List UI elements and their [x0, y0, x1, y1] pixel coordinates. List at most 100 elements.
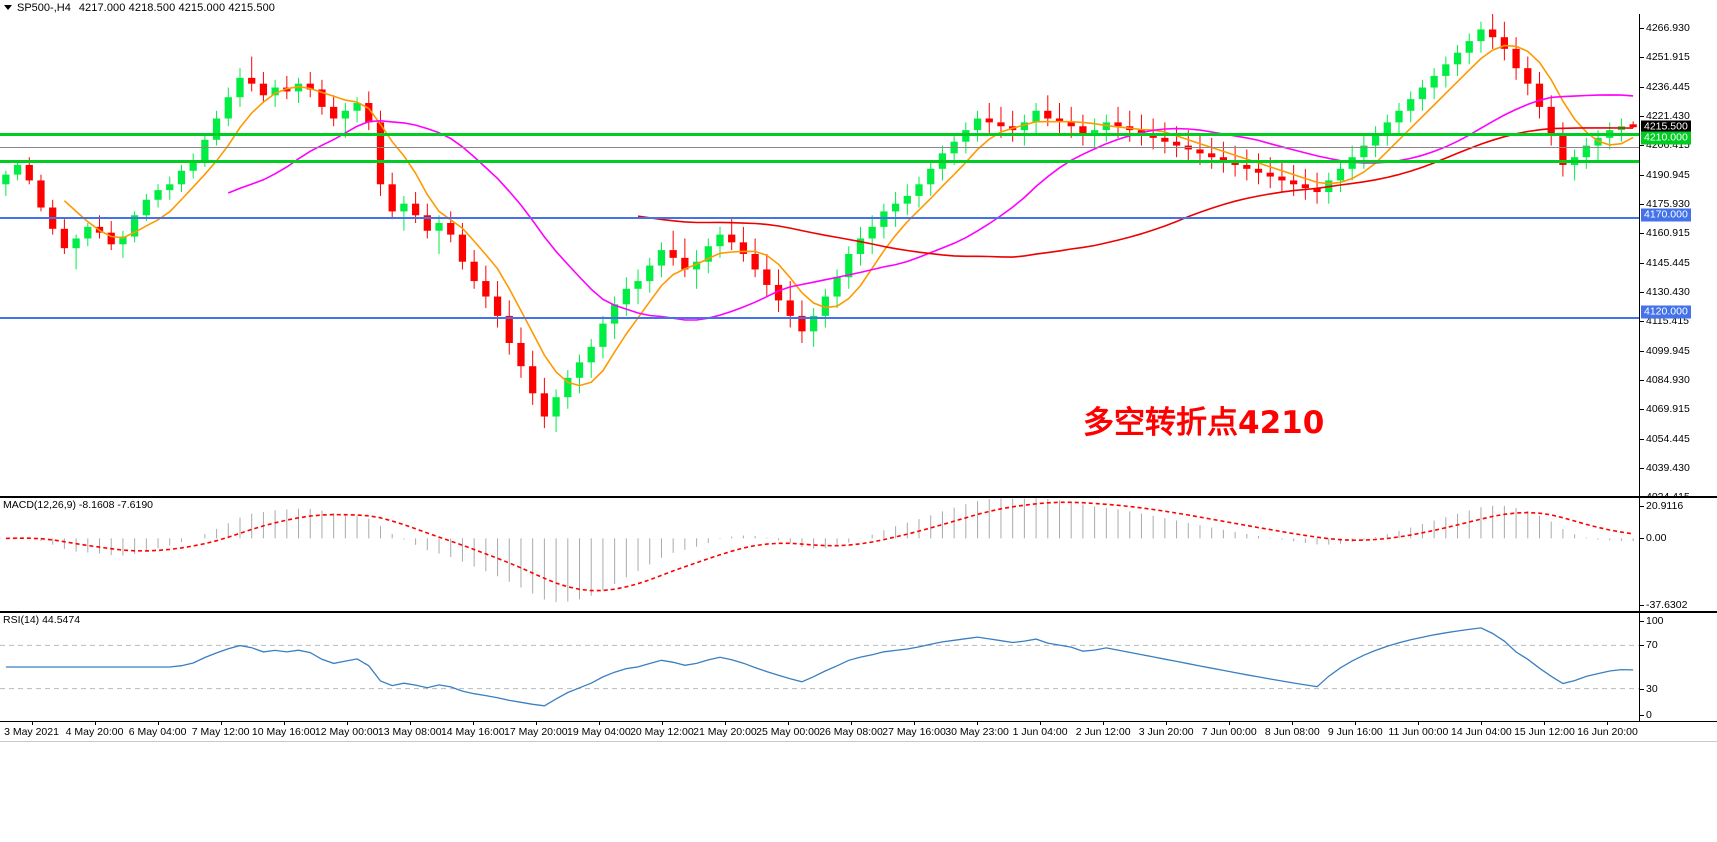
time-tick-mark	[724, 722, 726, 725]
time-tick-mark	[409, 722, 411, 725]
price-tick-4145-445: 4145.445	[1640, 257, 1690, 269]
time-tick-mark	[346, 722, 348, 725]
price-chart-panel[interactable]: 4266.930 4251.915 4236.445 4221.430 4206.415…	[0, 14, 1717, 497]
last-price-tag[interactable]: 4215.500	[1641, 120, 1691, 134]
time-label-8: 17 May 20:00	[503, 726, 568, 738]
time-tick-mark	[535, 722, 537, 725]
time-tick-mark	[598, 722, 600, 725]
price-tick-4251-915: 4251.915	[1640, 51, 1690, 63]
rsi-tick-0: 0	[1640, 709, 1652, 721]
rsi-plot-area[interactable]	[0, 613, 1639, 721]
time-tick-mark	[283, 722, 285, 725]
time-label-21: 9 Jun 16:00	[1327, 726, 1383, 738]
green-level-tag[interactable]: 4210.000	[1641, 131, 1691, 145]
time-label-9: 19 May 04:00	[567, 726, 631, 738]
macd-tick-20.9116: 20.9116	[1640, 500, 1683, 512]
time-label-10: 20 May 12:00	[630, 726, 694, 738]
time-tick-mark	[1544, 722, 1546, 725]
resistance-line-green-top	[0, 133, 1639, 136]
time-tick-mark	[31, 722, 33, 725]
time-label-12: 25 May 00:00	[756, 726, 820, 738]
time-label-20: 8 Jun 08:00	[1264, 726, 1320, 738]
rsi-series-svg	[0, 627, 1639, 707]
blue-level-tag-4170[interactable]: 4170.000	[1641, 208, 1691, 222]
time-tick-mark	[1292, 722, 1294, 725]
time-label-18: 3 Jun 20:00	[1138, 726, 1194, 738]
macd-scale-axis: 20.9116 0.00 -37.6302	[1639, 498, 1717, 611]
time-label-16: 1 Jun 04:00	[1012, 726, 1068, 738]
time-label-1: 4 May 20:00	[65, 726, 124, 738]
macd-indicator-panel[interactable]: MACD(12,26,9) -8.1608 -7.6190 20.9116 0.0…	[0, 497, 1717, 612]
price-tick-4221-430: 4221.430	[1640, 110, 1690, 122]
price-tick-4099-945: 4099.945	[1640, 345, 1690, 357]
price-tick-4190-945: 4190.945	[1640, 169, 1690, 181]
rsi-indicator-panel[interactable]: RSI(14) 44.5474 100 70 30 0	[0, 612, 1717, 722]
rsi-title-label: RSI(14) 44.5474	[3, 614, 81, 626]
time-label-14: 27 May 16:00	[882, 726, 946, 738]
price-tick-4024-415: 4024.415	[1640, 491, 1690, 496]
time-label-17: 2 Jun 12:00	[1075, 726, 1131, 738]
rsi-tick-100: 100	[1640, 615, 1664, 627]
time-tick-mark	[1418, 722, 1420, 725]
time-axis[interactable]: 3 May 2021 4 May 20:00 6 May 04:00 7 May 12…	[0, 722, 1717, 842]
macd-tick--37.6302: -37.6302	[1640, 599, 1687, 611]
time-label-15: 30 May 23:00	[945, 726, 1009, 738]
time-label-11: 21 May 20:00	[693, 726, 757, 738]
chart-header: SP500-,H4 4217.000 4218.500 4215.000 421…	[0, 0, 1717, 15]
ohlc-values-label: 4217.000 4218.500 4215.000 4215.500	[78, 1, 276, 14]
price-scale-axis[interactable]: 4266.930 4251.915 4236.445 4221.430 4206.415…	[1639, 14, 1717, 496]
chart-annotation-text: 多空转折点4210	[1083, 405, 1325, 441]
price-series-svg	[2, 14, 1637, 433]
time-tick-mark	[1103, 722, 1105, 725]
time-label-5: 12 May 00:00	[314, 726, 379, 738]
time-label-23: 14 Jun 04:00	[1451, 726, 1512, 738]
rsi-tick-30: 30	[1640, 683, 1658, 695]
time-tick-mark	[472, 722, 474, 725]
price-tick-4084-930: 4084.930	[1640, 374, 1690, 386]
time-tick-mark	[661, 722, 663, 725]
macd-title-label: MACD(12,26,9) -8.1608 -7.6190	[3, 499, 153, 511]
resistance-line-green-4210	[0, 160, 1639, 163]
time-tick-mark	[977, 722, 979, 725]
time-label-7: 14 May 16:00	[440, 726, 505, 738]
time-tick-mark	[851, 722, 853, 725]
time-tick-mark	[1355, 722, 1357, 725]
price-tick-4236-445: 4236.445	[1640, 81, 1690, 93]
time-tick-mark	[1166, 722, 1168, 725]
time-tick-mark	[787, 722, 789, 725]
time-tick-mark	[220, 722, 222, 725]
macd-tick-0: 0.00	[1640, 532, 1666, 544]
time-label-13: 26 May 08:00	[819, 726, 883, 738]
price-plot-area[interactable]	[0, 14, 1639, 496]
time-label-3: 7 May 12:00	[191, 726, 250, 738]
time-label-24: 15 Jun 12:00	[1514, 726, 1575, 738]
time-tick-mark	[1607, 722, 1609, 725]
time-tick-mark	[914, 722, 916, 725]
last-price-line	[0, 147, 1639, 148]
time-label-0: 3 May 2021	[4, 726, 59, 738]
price-tick-4130-430: 4130.430	[1640, 286, 1690, 298]
price-tick-4160-915: 4160.915	[1640, 227, 1690, 239]
time-label-2: 6 May 04:00	[128, 726, 187, 738]
time-label-25: 16 Jun 20:00	[1577, 726, 1638, 738]
axis-divider	[0, 741, 1717, 742]
time-tick-mark	[157, 722, 159, 725]
rsi-tick-70: 70	[1640, 639, 1658, 651]
time-label-19: 7 Jun 00:00	[1201, 726, 1257, 738]
price-tick-4069-915: 4069.915	[1640, 403, 1690, 415]
symbol-period-label: SP500-,H4	[17, 1, 71, 14]
time-label-4: 10 May 16:00	[251, 726, 316, 738]
time-tick-mark	[94, 722, 96, 725]
price-tick-4266-930: 4266.930	[1640, 22, 1690, 34]
blue-level-tag-4120[interactable]: 4120.000	[1641, 305, 1691, 319]
price-tick-4054-445: 4054.445	[1640, 433, 1690, 445]
rsi-scale-axis: 100 70 30 0	[1639, 613, 1717, 721]
time-label-6: 13 May 08:00	[377, 726, 442, 738]
time-tick-mark	[1481, 722, 1483, 725]
price-tick-4039-430: 4039.430	[1640, 462, 1690, 474]
triangle-down-icon[interactable]	[4, 5, 12, 10]
macd-plot-area[interactable]	[0, 498, 1639, 611]
support-line-blue-4120	[0, 317, 1639, 319]
time-tick-mark	[1040, 722, 1042, 725]
